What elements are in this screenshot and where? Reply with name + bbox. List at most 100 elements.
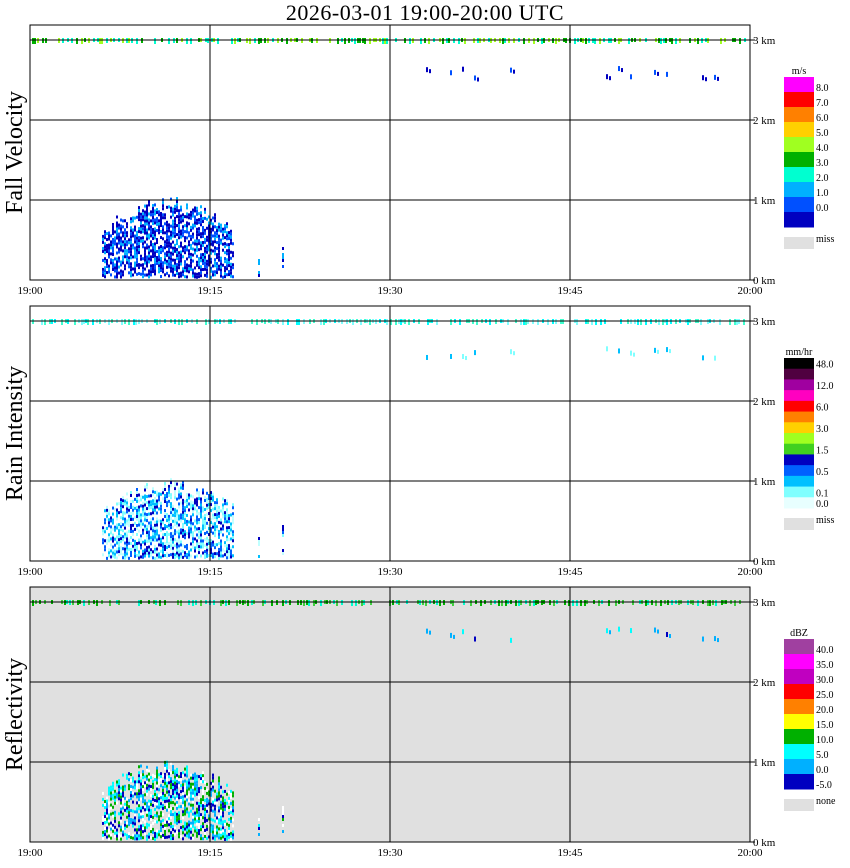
echo-cell — [180, 256, 182, 260]
echo-cell — [116, 272, 118, 276]
echo-cell — [174, 493, 176, 497]
echo-cell — [128, 805, 130, 809]
echo-cell — [182, 813, 184, 817]
echo-cell — [188, 502, 190, 506]
echo-cell — [142, 227, 144, 231]
echo-cell — [116, 227, 118, 231]
echo-cell — [351, 600, 353, 606]
echo-cell — [212, 827, 214, 831]
echo-cell — [126, 543, 128, 547]
echo-cell — [224, 260, 226, 264]
echo-cell — [198, 521, 200, 525]
echo-cell — [138, 508, 140, 512]
echo-cell — [198, 823, 200, 827]
echo-cell — [138, 780, 140, 784]
echo-cell — [122, 255, 124, 259]
echo-cell — [168, 244, 170, 248]
echo-cell — [180, 274, 182, 278]
echo-cell — [126, 540, 128, 544]
echo-cell — [150, 815, 152, 819]
echo-cell — [172, 252, 174, 256]
echo-cell — [194, 772, 196, 776]
echo-cell — [178, 251, 180, 255]
echo-cell — [142, 215, 144, 219]
echo-cell — [156, 520, 158, 524]
echo-cell — [108, 521, 110, 525]
echo-cell — [186, 236, 188, 240]
echo-cell — [729, 319, 731, 325]
echo-cell — [126, 806, 128, 810]
echo-cell — [130, 553, 132, 557]
echo-cell — [180, 835, 182, 839]
echo-cell — [110, 785, 112, 789]
echo-cell — [186, 501, 188, 505]
echo-cell — [206, 506, 208, 510]
echo-cell — [162, 548, 164, 552]
echo-cell — [158, 818, 160, 822]
echo-cell — [128, 808, 130, 812]
echo-cell — [160, 555, 162, 559]
echo-cell — [198, 518, 200, 522]
echo-cell — [114, 549, 116, 553]
echo-cell — [126, 504, 128, 508]
echo-cell — [108, 801, 110, 805]
echo-cell — [128, 256, 130, 260]
echo-cell — [170, 484, 172, 488]
echo-cell — [196, 777, 198, 781]
echo-cell — [196, 245, 198, 249]
echo-cell — [200, 837, 202, 841]
echo-cell — [208, 548, 210, 552]
echo-cell — [645, 600, 647, 606]
echo-cell — [212, 836, 214, 840]
echo-cell — [178, 218, 180, 222]
echo-cell — [186, 555, 188, 559]
echo-cell — [170, 517, 172, 521]
echo-cell — [204, 508, 206, 512]
echo-cell — [282, 256, 284, 259]
colorbar-swatch — [784, 137, 814, 153]
echo-cell — [134, 810, 136, 814]
echo-cell — [220, 545, 222, 549]
echo-cell — [166, 531, 168, 535]
echo-cell — [226, 792, 228, 796]
echo-cell — [214, 219, 216, 223]
echo-cell — [166, 802, 168, 806]
echo-cell — [660, 38, 662, 44]
echo-cell — [158, 797, 160, 801]
echo-cell — [122, 231, 124, 235]
echo-cell — [182, 525, 184, 529]
echo-cell — [232, 791, 234, 795]
echo-cell — [188, 243, 190, 247]
echo-cell — [606, 346, 608, 352]
echo-cell — [200, 777, 202, 781]
echo-cell — [140, 498, 142, 502]
echo-cell — [198, 790, 200, 794]
echo-cell — [226, 249, 228, 253]
echo-cell — [158, 833, 160, 837]
echo-cell — [122, 788, 124, 792]
echo-cell — [176, 791, 178, 795]
echo-cell — [200, 223, 202, 227]
echo-cell — [118, 788, 120, 792]
echo-cell — [188, 255, 190, 259]
echo-cell — [170, 257, 172, 261]
echo-cell — [142, 522, 144, 526]
echo-cell — [220, 821, 222, 825]
colorbar-swatch — [784, 729, 814, 745]
echo-cell — [180, 232, 182, 236]
echo-cell — [182, 786, 184, 790]
echo-cell — [190, 506, 192, 510]
echo-cell — [148, 500, 150, 504]
echo-cell — [192, 821, 194, 825]
echo-cell — [218, 264, 220, 268]
echo-cell — [122, 547, 124, 551]
echo-cell — [734, 319, 736, 325]
echo-cell — [194, 528, 196, 532]
echo-cell — [198, 775, 200, 779]
echo-cell — [106, 517, 108, 521]
echo-cell — [170, 266, 172, 270]
echo-cell — [142, 212, 144, 216]
echo-cell — [108, 518, 110, 522]
echo-cell — [162, 806, 164, 810]
echo-cell — [156, 814, 158, 818]
